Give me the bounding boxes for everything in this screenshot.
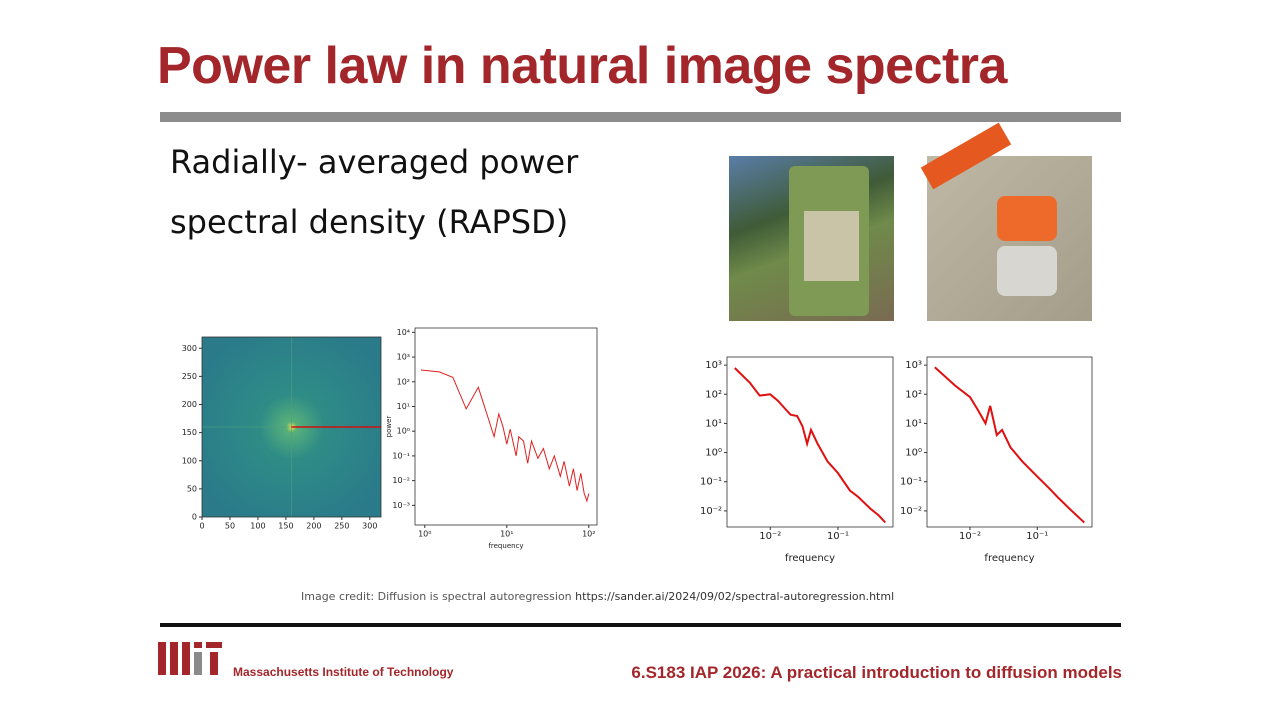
x-tick-label: 10¹	[500, 530, 513, 539]
y-tick-label: 10¹	[705, 418, 722, 429]
y-tick-label: 10²	[905, 389, 922, 400]
y-tick-label: 10⁻²	[392, 476, 410, 485]
x-tick-label: 10⁰	[418, 530, 431, 539]
y-tick-label: 200	[182, 400, 197, 409]
y-tick-label: 10¹	[905, 418, 922, 429]
x-tick-label: 10⁻²	[959, 531, 981, 542]
x-axis-label: frequency	[785, 553, 835, 564]
y-tick-label: 10²	[705, 389, 722, 400]
x-tick-label: 10⁻¹	[827, 531, 849, 542]
y-axis-label: power	[385, 416, 393, 438]
spectrum-line	[420, 369, 590, 503]
y-tick-label: 0	[192, 513, 197, 522]
image-credit: Image credit: Diffusion is spectral auto…	[301, 590, 894, 603]
y-tick-label: 10⁻²	[900, 506, 922, 517]
plot-frame	[726, 356, 894, 528]
spectrum-line	[934, 366, 1085, 524]
body-text: Radially- averaged power	[170, 143, 579, 181]
x-tick-label: 300	[362, 522, 377, 531]
credit-text: Image credit: Diffusion is spectral auto…	[301, 590, 572, 603]
plot-frame	[926, 356, 1093, 528]
x-tick-label: 0	[199, 522, 204, 531]
x-tick-label: 200	[306, 522, 321, 531]
x-tick-label: 100	[250, 522, 265, 531]
credit-link[interactable]: https://sander.ai/2024/09/02/spectral-au…	[575, 590, 895, 603]
y-tick-label: 300	[182, 344, 197, 353]
y-tick-label: 10⁻³	[392, 501, 410, 510]
y-tick-label: 250	[182, 372, 197, 381]
mit-logo	[158, 642, 222, 675]
course-name: 6.S183 IAP 2026: A practical introductio…	[631, 663, 1122, 682]
title-rule	[160, 112, 1121, 122]
y-tick-label: 10⁰	[905, 448, 922, 459]
y-tick-label: 100	[182, 456, 197, 465]
plot-frame	[414, 327, 598, 526]
y-tick-label: 10⁰	[397, 427, 410, 436]
y-tick-label: 10¹	[397, 402, 410, 411]
y-tick-label: 10⁻¹	[700, 477, 722, 488]
x-tick-label: 150	[278, 522, 293, 531]
y-tick-label: 10⁻¹	[900, 477, 922, 488]
y-tick-label: 50	[187, 484, 197, 493]
y-tick-label: 10³	[905, 360, 922, 371]
x-tick-label: 10²	[582, 530, 595, 539]
institute-name: Massachusetts Institute of Technology	[233, 665, 454, 679]
x-axis-label: frequency	[984, 553, 1034, 564]
y-tick-label: 10³	[705, 360, 722, 371]
photo-chainsaw	[920, 122, 1092, 321]
y-tick-label: 10²	[397, 377, 410, 386]
y-tick-label: 10³	[397, 353, 410, 362]
y-tick-label: 10⁰	[705, 448, 722, 459]
x-axis-label: frequency	[488, 542, 523, 550]
slide-title: Power law in natural image spectra	[157, 37, 1007, 95]
y-tick-label: 10⁻¹	[392, 451, 410, 460]
x-tick-label: 10⁻¹	[1026, 531, 1048, 542]
y-tick-label: 10⁴	[397, 328, 410, 337]
photo-gas-pump	[729, 156, 894, 321]
y-tick-label: 150	[182, 428, 197, 437]
y-tick-label: 10⁻²	[700, 506, 722, 517]
x-tick-label: 50	[225, 522, 235, 531]
plot-frame	[201, 336, 382, 518]
x-tick-label: 10⁻²	[759, 531, 781, 542]
spectrum-line	[734, 367, 887, 524]
x-tick-label: 250	[334, 522, 349, 531]
body-text: spectral density (RAPSD)	[170, 203, 569, 241]
footer-rule	[160, 623, 1121, 627]
